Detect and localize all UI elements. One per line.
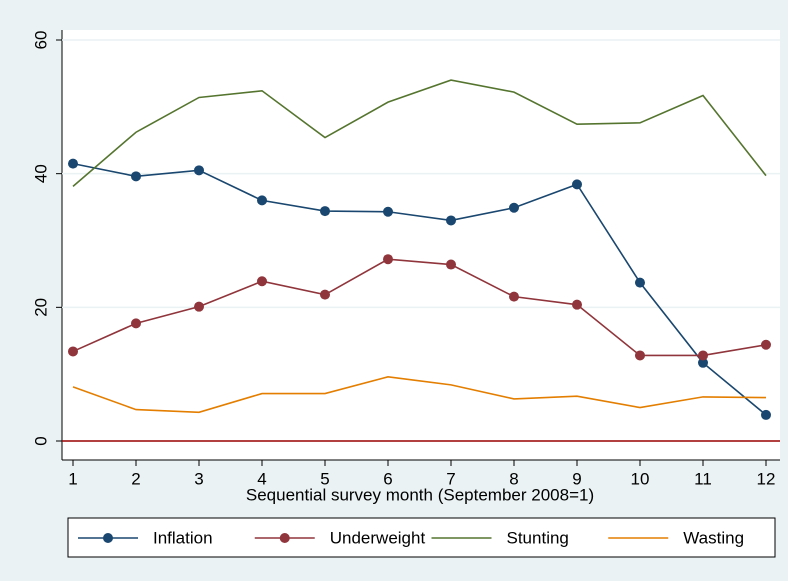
- data-point: [320, 289, 330, 300]
- series-line: [72, 162, 767, 416]
- data-point: [572, 179, 582, 190]
- data-point: [131, 318, 141, 329]
- legend-marker: [103, 533, 113, 543]
- legend-label: Stunting: [507, 528, 569, 547]
- y-tick-label: 0: [31, 436, 50, 445]
- legend-label: Wasting: [683, 528, 744, 547]
- series-line: [72, 376, 767, 414]
- x-tick-label: 9: [572, 469, 581, 488]
- data-point: [257, 276, 267, 287]
- x-tick-label: 11: [694, 469, 712, 488]
- x-tick-label: 4: [257, 469, 266, 488]
- plot-area: [62, 30, 780, 460]
- data-point: [635, 350, 645, 361]
- data-point: [68, 346, 78, 357]
- data-point: [194, 301, 204, 312]
- data-point: [761, 339, 771, 350]
- y-tick-label: 40: [31, 164, 50, 183]
- legend-label: Underweight: [330, 528, 426, 547]
- data-point: [635, 277, 645, 288]
- x-tick-label: 6: [383, 469, 392, 488]
- legend-label: Inflation: [153, 528, 213, 547]
- x-tick-label: 3: [194, 469, 203, 488]
- x-tick-label: 7: [446, 469, 455, 488]
- data-point: [383, 206, 393, 217]
- legend-marker: [279, 533, 290, 543]
- x-tick-label: 12: [757, 469, 776, 488]
- data-point: [509, 291, 519, 302]
- data-point: [572, 299, 582, 310]
- data-point: [194, 165, 204, 176]
- x-tick-label: 10: [631, 469, 650, 488]
- data-point: [761, 409, 771, 420]
- y-tick-label: 60: [31, 31, 50, 50]
- x-tick-label: 5: [320, 469, 329, 488]
- data-point: [68, 158, 78, 169]
- data-point: [698, 357, 708, 368]
- data-point: [257, 195, 267, 206]
- x-axis-label: Sequential survey month (September 2008=…: [246, 485, 594, 504]
- data-point: [509, 202, 519, 213]
- data-point: [131, 171, 141, 182]
- series-line: [72, 79, 767, 187]
- x-tick-label: 2: [131, 469, 140, 488]
- y-tick-label: 20: [31, 298, 50, 317]
- x-tick-label: 8: [509, 469, 518, 488]
- data-point: [446, 259, 456, 270]
- data-point: [383, 254, 393, 265]
- series-line: [72, 258, 767, 357]
- data-point: [320, 206, 330, 217]
- x-tick-label: 1: [68, 469, 77, 488]
- data-point: [698, 350, 708, 361]
- data-point: [446, 215, 456, 226]
